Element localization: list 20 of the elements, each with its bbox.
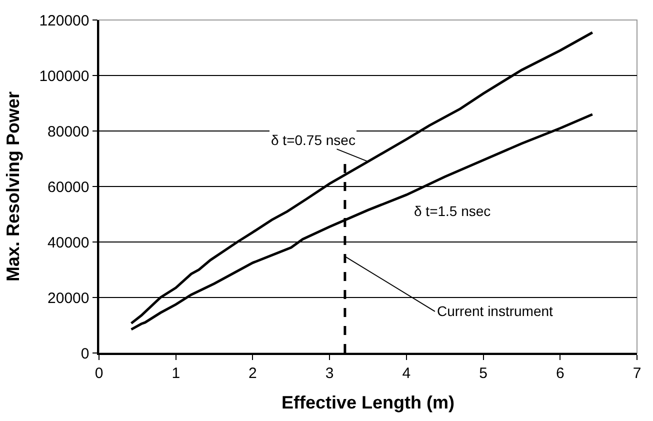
y-tick-label: 100000 <box>39 68 90 85</box>
y-tick-label: 20000 <box>48 290 90 307</box>
y-tick-label: 120000 <box>39 12 90 30</box>
x-tick-label: 2 <box>248 364 257 382</box>
y-tick-label: 80000 <box>48 123 90 140</box>
x-tick-label: 6 <box>556 364 564 382</box>
x-tick-label: 0 <box>94 364 104 382</box>
x-tick-label: 4 <box>402 364 411 382</box>
x-tick-label: 3 <box>325 364 334 382</box>
series-label: δ t=0.75 nsec <box>271 132 356 148</box>
x-tick-label: 1 <box>172 364 180 382</box>
series-label: δ t=1.5 nsec <box>414 203 491 219</box>
x-tick-label: 7 <box>632 364 642 382</box>
ref-line-label: Current instrument <box>437 303 554 319</box>
y-tick-label: 0 <box>80 345 90 362</box>
y-tick-label: 40000 <box>48 234 90 252</box>
y-axis-title: Max. Resolving Power <box>2 91 23 282</box>
y-tick-label: 60000 <box>48 178 90 196</box>
x-axis-title: Effective Length (m) <box>281 392 455 412</box>
x-tick-label: 5 <box>479 364 488 382</box>
